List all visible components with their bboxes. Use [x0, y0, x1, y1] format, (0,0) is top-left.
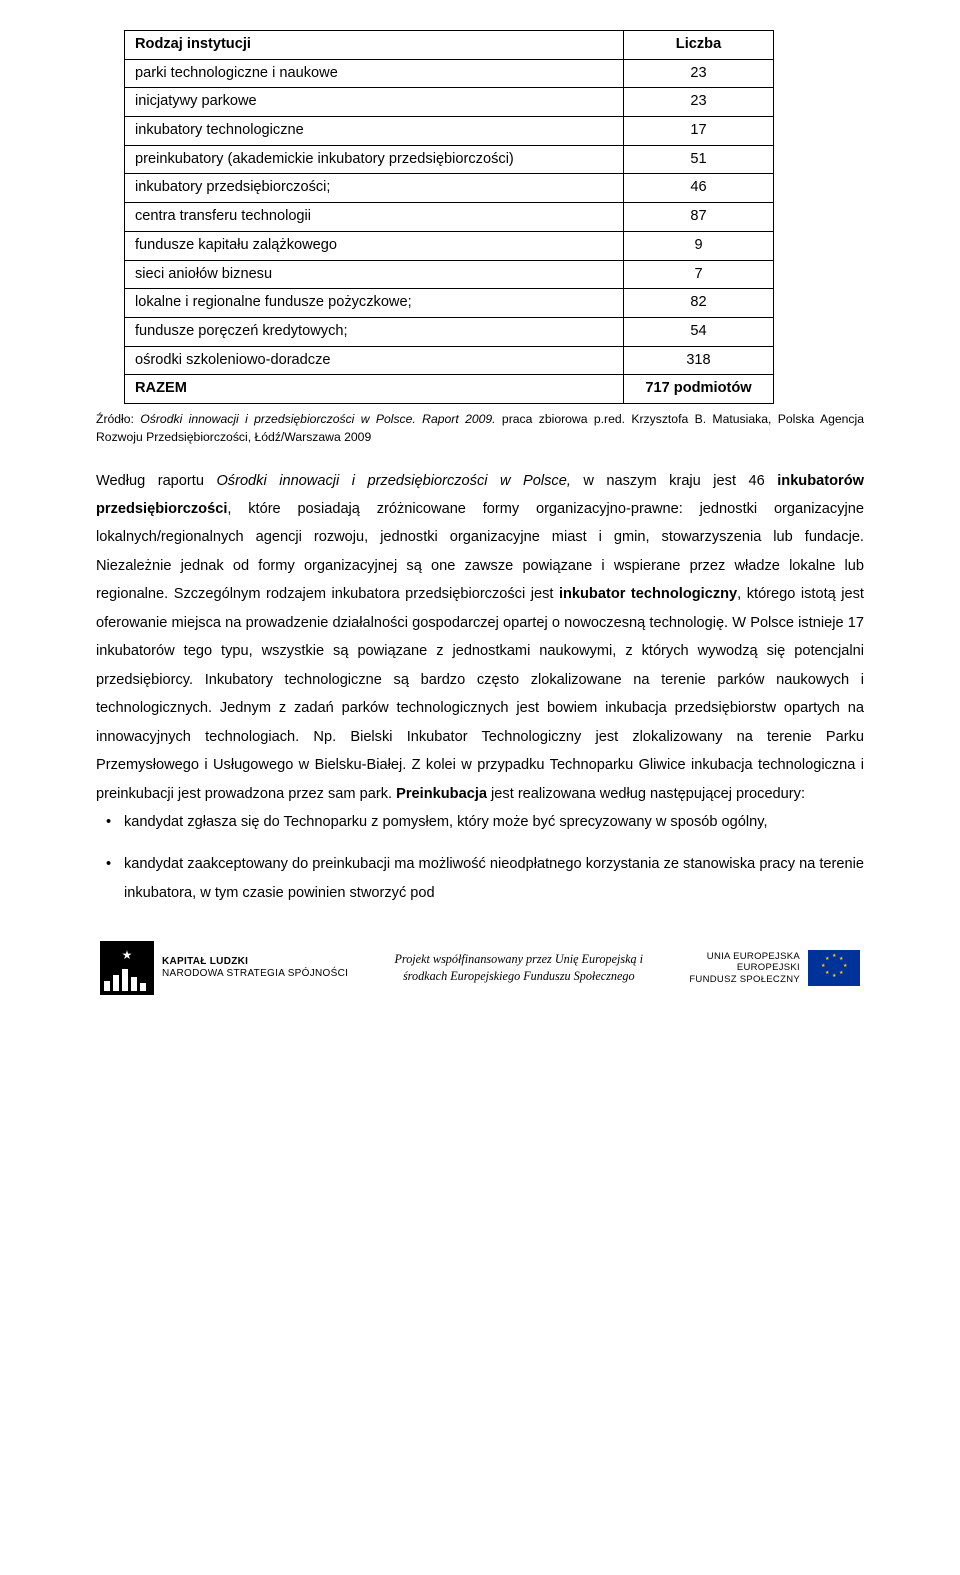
para-italic: Ośrodki innowacji i przedsiębiorczości w…	[216, 473, 570, 489]
source-prefix: Źródło:	[96, 412, 140, 426]
table-row: inkubatory technologiczne17	[125, 117, 774, 146]
term-tech-incubator: inkubator technologiczny	[559, 586, 737, 602]
table-row: fundusze poręczeń kredytowych;54	[125, 317, 774, 346]
list-item: kandydat zaakceptowany do preinkubacji m…	[96, 850, 864, 907]
cell-value: 82	[624, 289, 774, 318]
cell-value: 23	[624, 59, 774, 88]
cell-value: 54	[624, 317, 774, 346]
cell-label: fundusze poręczeń kredytowych;	[125, 317, 624, 346]
cell-label: ośrodki szkoleniowo-doradcze	[125, 346, 624, 375]
table-row: parki technologiczne i naukowe23	[125, 59, 774, 88]
cell-label: inicjatywy parkowe	[125, 88, 624, 117]
table-row: fundusze kapitału zalążkowego9	[125, 231, 774, 260]
page-footer: ★ KAPITAŁ LUDZKI NARODOWA STRATEGIA SPÓJ…	[96, 941, 864, 995]
source-title: Ośrodki innowacji i przedsiębiorczości w…	[140, 412, 495, 426]
footer-cofinancing-text: Projekt współfinansowany przez Unię Euro…	[394, 951, 643, 986]
table-row: sieci aniołów biznesu7	[125, 260, 774, 289]
cell-label: fundusze kapitału zalążkowego	[125, 231, 624, 260]
para-text: jest realizowana według następującej pro…	[487, 786, 805, 802]
cell-total-value: 717 podmiotów	[624, 375, 774, 404]
table-total-row: RAZEM717 podmiotów	[125, 375, 774, 404]
list-item: kandydat zgłasza się do Technoparku z po…	[96, 808, 864, 836]
para-text: w naszym kraju jest 46	[571, 473, 777, 489]
para-text: Według raportu	[96, 473, 216, 489]
cell-label: preinkubatory (akademickie inkubatory pr…	[125, 145, 624, 174]
table-row: inicjatywy parkowe23	[125, 88, 774, 117]
logo-eu: UNIA EUROPEJSKA EUROPEJSKI FUNDUSZ SPOŁE…	[689, 950, 860, 986]
table-row: lokalne i regionalne fundusze pożyczkowe…	[125, 289, 774, 318]
logo-right-line2: EUROPEJSKI	[737, 962, 800, 973]
cell-value: 17	[624, 117, 774, 146]
institution-table: Rodzaj instytucji Liczba parki technolog…	[124, 30, 774, 404]
logo-left-text: KAPITAŁ LUDZKI NARODOWA STRATEGIA SPÓJNO…	[162, 956, 348, 981]
cell-value: 87	[624, 203, 774, 232]
cell-value: 318	[624, 346, 774, 375]
cell-value: 9	[624, 231, 774, 260]
cell-value: 7	[624, 260, 774, 289]
cell-label: lokalne i regionalne fundusze pożyczkowe…	[125, 289, 624, 318]
footer-center-line1: Projekt współfinansowany przez Unię Euro…	[394, 952, 643, 966]
table-row: centra transferu technologii87	[125, 203, 774, 232]
cell-label: parki technologiczne i naukowe	[125, 59, 624, 88]
cell-label: centra transferu technologii	[125, 203, 624, 232]
logo-left-line2: NARODOWA STRATEGIA SPÓJNOŚCI	[162, 968, 348, 979]
main-paragraph: Według raportu Ośrodki innowacji i przed…	[96, 467, 864, 808]
table-row: preinkubatory (akademickie inkubatory pr…	[125, 145, 774, 174]
eu-flag-icon: ★ ★ ★ ★ ★ ★ ★ ★	[808, 950, 860, 986]
para-text: , którego istotą jest oferowanie miejsca…	[96, 586, 864, 801]
footer-center-line2: środkach Europejskiego Funduszu Społeczn…	[403, 969, 635, 983]
logo-right-line1: UNIA EUROPEJSKA	[707, 951, 800, 962]
logo-mark-icon: ★	[100, 941, 154, 995]
table-header-row: Rodzaj instytucji Liczba	[125, 31, 774, 60]
logo-right-line3: FUNDUSZ SPOŁECZNY	[689, 974, 800, 985]
cell-label: inkubatory technologiczne	[125, 117, 624, 146]
cell-label: inkubatory przedsiębiorczości;	[125, 174, 624, 203]
col-header-count: Liczba	[624, 31, 774, 60]
cell-label: sieci aniołów biznesu	[125, 260, 624, 289]
cell-value: 46	[624, 174, 774, 203]
col-header-type: Rodzaj instytucji	[125, 31, 624, 60]
procedure-list: kandydat zgłasza się do Technoparku z po…	[96, 808, 864, 907]
cell-value: 51	[624, 145, 774, 174]
logo-left-line1: KAPITAŁ LUDZKI	[162, 956, 248, 967]
cell-total-label: RAZEM	[125, 375, 624, 404]
table-row: ośrodki szkoleniowo-doradcze318	[125, 346, 774, 375]
term-preincubation: Preinkubacja	[396, 786, 487, 802]
logo-right-text: UNIA EUROPEJSKA EUROPEJSKI FUNDUSZ SPOŁE…	[689, 951, 800, 987]
cell-value: 23	[624, 88, 774, 117]
table-row: inkubatory przedsiębiorczości;46	[125, 174, 774, 203]
logo-kapital-ludzki: ★ KAPITAŁ LUDZKI NARODOWA STRATEGIA SPÓJ…	[100, 941, 348, 995]
source-citation: Źródło: Ośrodki innowacji i przedsiębior…	[96, 410, 864, 447]
